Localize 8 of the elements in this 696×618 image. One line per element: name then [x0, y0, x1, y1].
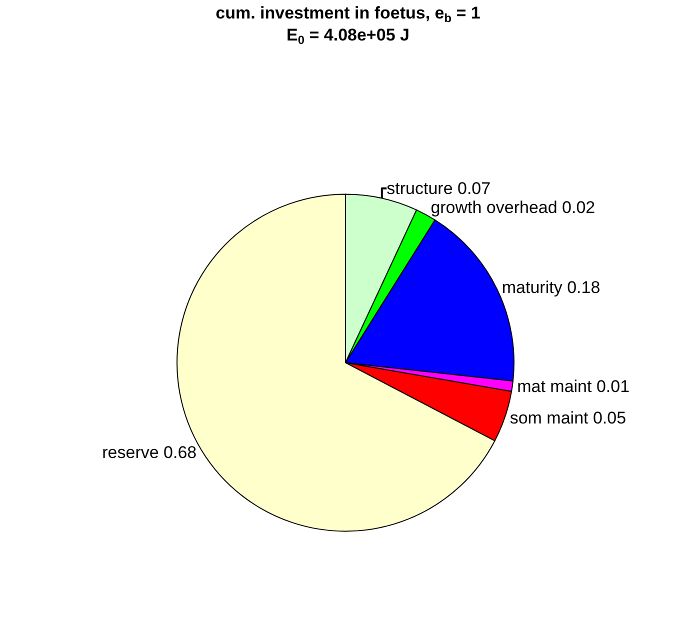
slice-label: mat maint 0.01 [517, 376, 630, 396]
chart-subtitle: E$_{0}$ = 4.08e+05 J [286, 26, 410, 48]
slice-label: growth overhead 0.02 [430, 198, 596, 217]
slice-label: structure 0.07 [386, 178, 491, 198]
slice-label: som maint 0.05 [510, 408, 626, 428]
slice-label: maturity 0.18 [502, 278, 600, 297]
chart-title: cum. investment in foetus, e$_{b}$ = 1 [216, 4, 480, 26]
slice-label: reserve 0.68 [102, 443, 197, 462]
